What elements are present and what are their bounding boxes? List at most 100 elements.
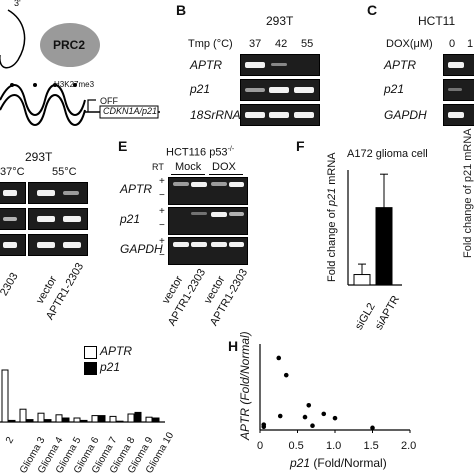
promoter-arrow [87, 99, 96, 112]
g-bar-p21-5 [80, 419, 88, 423]
panel-f-ylabel: Fold change of p21 mRNA [326, 152, 338, 282]
e-group-mock: Mock [175, 161, 202, 173]
rna-loop [0, 9, 26, 69]
e-sign-4: − [159, 220, 165, 231]
g-bar-p21-1 [8, 419, 16, 423]
g-bar-aptr-1 [1, 369, 9, 423]
e-row-gapdh: GAPDH [120, 242, 163, 256]
h-point-10 [332, 415, 338, 421]
g-bar-aptr-4 [55, 414, 63, 423]
h-point-8 [310, 423, 315, 428]
row-aptr: APTR [190, 58, 223, 72]
g-bar-aptr-6 [91, 415, 99, 423]
d-temp-55: 55°C [52, 166, 77, 178]
gel-c-gapdh [443, 104, 474, 126]
panel-d-cell: 293T [25, 150, 53, 164]
h-point-6 [302, 414, 308, 420]
e-rt-label: RT [152, 162, 164, 172]
chromatin-coil [0, 84, 86, 126]
legend-aptr-swatch [84, 346, 97, 359]
h-xtick-label: 0 [257, 440, 264, 452]
gel-b-aptr [240, 54, 320, 76]
legend-aptr-label: APTR [100, 344, 133, 358]
prc2-blob [40, 23, 100, 67]
h-xtick-label: 1.5 [363, 440, 379, 452]
g-bar-p21-4 [62, 417, 70, 423]
panel-b-tmp-label: Tmp (°C) [188, 38, 233, 50]
c-row-p21: p21 [384, 82, 405, 96]
h-point-4 [277, 413, 283, 419]
g-bar-aptr-3 [37, 412, 45, 423]
panel-b-letter: B [176, 2, 187, 18]
panel-h-ylabel: APTR (Fold/Normal) [238, 331, 252, 440]
f-cat-1: siGL2 [353, 301, 378, 332]
gel-c-aptr [443, 54, 474, 76]
g-bar-p21-6 [98, 415, 106, 423]
dose-0: 0 [449, 38, 456, 50]
e-sign-3: + [159, 206, 165, 217]
d-temp-37: 37°C [0, 166, 25, 178]
gene-label: CDKN1A/p21 [103, 106, 158, 116]
temp-42: 42 [275, 38, 288, 50]
e-row-p21: p21 [120, 212, 141, 226]
temp-37: 37 [249, 38, 262, 50]
e-sign-1: + [159, 176, 165, 187]
g-bar-p21-3 [44, 419, 52, 423]
gel-d-r2a [0, 208, 26, 230]
g-bar-p21-9 [152, 417, 160, 423]
f-cat-2: siAPTR [373, 293, 403, 332]
h-point-3 [276, 355, 282, 361]
h-point-7 [306, 402, 312, 408]
h-xtick-label: 1.0 [326, 440, 342, 452]
row-p21: p21 [190, 82, 211, 96]
g-bar-aptr-9 [145, 416, 153, 423]
legend-p21-label: p21 [100, 360, 121, 374]
gel-d-r3b [28, 234, 88, 256]
legend-p21-swatch [84, 362, 97, 375]
gel-e-p21 [168, 207, 248, 235]
e-dox-bracket [209, 174, 243, 175]
panel-b-cell: 293T [266, 14, 294, 28]
g-category-label: 2 [4, 435, 17, 446]
panel-c-cell: HCT11 [418, 14, 456, 28]
panel-h-letter: H [228, 338, 239, 354]
gel-b-p21 [240, 79, 320, 101]
prime-label: 3' [14, 0, 21, 8]
e-row-aptr: APTR [120, 182, 153, 196]
e-sign-5: + [159, 236, 165, 247]
h-point-2 [261, 424, 267, 430]
panel-e-cell: HCT116 p53-/- [166, 146, 235, 159]
gel-c-p21 [443, 79, 474, 101]
h3k27-label: H3K27me3 [54, 80, 95, 89]
panel-f-title: A172 glioma cell [347, 148, 428, 160]
h-point-9 [321, 411, 327, 417]
panel-e-letter: E [118, 138, 128, 154]
gel-b-18s [240, 104, 320, 126]
gel-d-r2b [28, 208, 88, 230]
gene-box [99, 105, 159, 119]
gel-e-aptr [168, 177, 248, 205]
h-xtick-label: 2.0 [401, 440, 417, 452]
temp-55: 55 [301, 38, 314, 50]
chart-f [347, 170, 402, 286]
c-row-aptr: APTR [384, 58, 417, 72]
g-bar-aptr-8 [127, 413, 135, 423]
panel-a-schematic [0, 9, 160, 126]
e-sign-6: − [159, 250, 165, 261]
chart-g [0, 369, 165, 423]
panel-c-letter: C [367, 2, 378, 18]
panel-h-xlabel: p21 (Fold/Normal) [290, 456, 387, 470]
f-right-edge-label: Fold change of p21 mRNA [462, 128, 474, 258]
g-bar-p21-7 [116, 420, 124, 423]
e-sign-2: − [159, 190, 165, 201]
gel-d-r3a [0, 234, 26, 256]
gel-d-r1a [0, 182, 26, 204]
g-bar-aptr-7 [109, 415, 117, 423]
panel-c-dox-label: DOX(μM) [386, 38, 433, 50]
h-point-11 [370, 425, 375, 431]
e-group-dox: DOX [212, 161, 236, 173]
c-row-gapdh: GAPDH [384, 108, 427, 122]
gel-d-r1b [28, 182, 88, 204]
d-lane-2303: 2303 [0, 270, 21, 298]
g-bar-aptr-5 [73, 417, 81, 423]
